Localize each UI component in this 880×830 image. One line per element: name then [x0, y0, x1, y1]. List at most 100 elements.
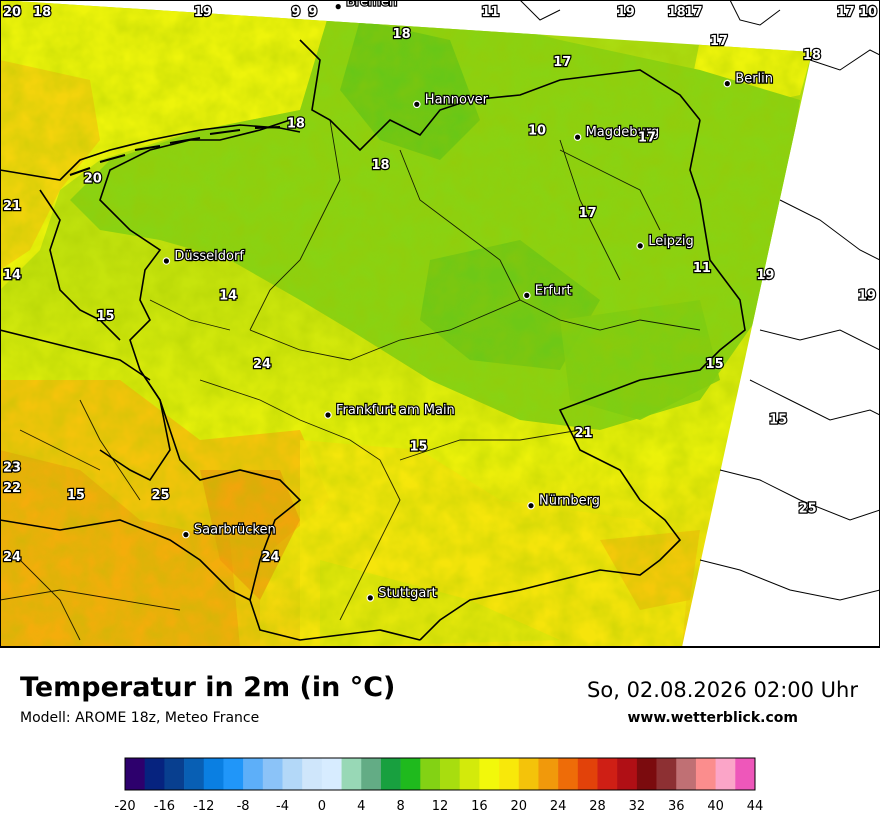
legend-tick-label: 8 [396, 799, 404, 814]
city-label: Leipzig [648, 234, 694, 249]
city-dot[interactable] [573, 133, 582, 142]
website-link[interactable]: www.wetterblick.com [627, 710, 799, 726]
temperature-value-label: 15 [96, 309, 114, 324]
temperature-value-label: 15 [769, 412, 787, 427]
temperature-value-label: 23 [3, 460, 21, 475]
temperature-value-label: 11 [693, 261, 711, 276]
city-label: Erfurt [535, 283, 572, 298]
legend-swatch [361, 758, 382, 790]
legend-swatch [223, 758, 244, 790]
city-dot[interactable] [366, 594, 375, 602]
city-label: Saarbrücken [194, 523, 276, 538]
frisian-islands [69, 126, 281, 176]
legend-tick-label: 4 [357, 799, 365, 814]
legend-tick-label: -8 [237, 799, 250, 814]
legend-swatch [440, 758, 460, 790]
legend-swatch [695, 758, 716, 790]
legend-tick-label: -16 [154, 799, 175, 814]
city-dot[interactable] [723, 79, 732, 88]
legend-swatch [656, 758, 677, 790]
city-dot[interactable] [162, 257, 171, 265]
legend-swatches [124, 757, 756, 791]
temperature-value-label: 17 [684, 5, 702, 20]
legend-swatch [420, 758, 441, 790]
city-dot[interactable] [324, 411, 332, 419]
legend-tick-label: -20 [114, 799, 135, 814]
legend-tick-label: -4 [276, 799, 289, 814]
legend-swatch [597, 758, 618, 790]
temperature-value-label: 17 [553, 55, 571, 70]
temperature-value-label: 22 [3, 481, 21, 496]
legend-tick-label: 32 [629, 799, 646, 814]
city-label: Bremen [346, 0, 397, 10]
temperature-value-label: 21 [574, 426, 592, 441]
legend-tick-label: 40 [707, 799, 724, 814]
temperature-value-label: 18 [33, 5, 51, 20]
legend-tick-label: -12 [193, 799, 214, 814]
city-dot[interactable] [522, 291, 531, 300]
temperature-value-label: 24 [3, 550, 21, 565]
legend-swatch [715, 758, 736, 790]
state-borders [0, 119, 701, 641]
temperature-value-label: 18 [668, 5, 686, 20]
legend-swatch [617, 758, 638, 790]
temperature-value-label: 9 [308, 5, 317, 20]
color-legend: -20 -16 -12 -8 -4 0 4 8 12 16 20 24 28 32 36 40 44 [114, 757, 763, 814]
legend-tick-label: 20 [511, 799, 528, 814]
legend-tick-label: 36 [668, 799, 685, 814]
legend-swatch [636, 758, 657, 790]
legend-swatch [341, 758, 362, 790]
legend-swatch [302, 758, 323, 790]
country-borders [0, 39, 746, 641]
temperature-value-label: 17 [710, 34, 728, 49]
temperature-value-label: 16 [3, 5, 21, 20]
legend-swatch [577, 758, 598, 790]
temperature-value-label: 15 [409, 440, 427, 455]
temperature-value-label: 15 [67, 488, 85, 503]
temperature-value-label: 19 [859, 5, 877, 20]
legend-swatch [518, 758, 539, 790]
temperature-value-label: 25 [151, 488, 169, 503]
temperature-value-label: 17 [837, 5, 855, 20]
city-dot[interactable] [334, 2, 343, 11]
legend-swatch [499, 758, 520, 790]
temperature-value-label: 10 [528, 124, 546, 139]
legend-tick-label: 0 [318, 799, 326, 814]
city-label: Berlin [735, 72, 773, 87]
city-label: Stuttgart [378, 586, 436, 601]
city-label: Frankfurt am Main [336, 403, 455, 418]
legend-tick-label: 12 [432, 799, 449, 814]
legend-swatch [144, 758, 165, 790]
city-dot[interactable] [182, 530, 190, 539]
temperature-value-label: 20 [3, 5, 21, 20]
temperature-value-label: 9 [291, 5, 300, 20]
temperature-value-label: 24 [253, 357, 271, 372]
map-footer: Temperatur in 2m (in °C) Modell: AROME 1… [0, 647, 880, 830]
temperature-value-label: 18 [371, 158, 389, 173]
city-label: Magdeburg [586, 125, 660, 140]
temperature-value-label: 10 [859, 5, 877, 20]
forecast-datetime: So, 02.08.2026 02:00 Uhr [587, 678, 858, 702]
temperature-value-label: 20 [84, 172, 102, 187]
temperature-value-label: 14 [3, 268, 21, 283]
city-dot[interactable] [412, 100, 421, 109]
city-markers: HamburgBremenHannoverBerlinMagdeburgDüss… [162, 0, 774, 602]
temperature-value-label: 19 [617, 5, 635, 20]
legend-tick-label: 24 [550, 799, 567, 814]
temperature-value-label: 11 [481, 5, 499, 20]
city-label: Nürnberg [539, 494, 600, 509]
legend-border [124, 757, 756, 791]
temperature-value-label: 19 [756, 268, 774, 283]
legend-ticks: -20 -16 -12 -8 -4 0 4 8 12 16 20 24 28 32 36 40 44 [114, 799, 763, 814]
temperature-map[interactable]: HamburgBremenHannoverBerlinMagdeburgDüss… [0, 0, 880, 647]
legend-swatch [676, 758, 697, 790]
temperature-value-label: 18 [393, 27, 411, 42]
legend-swatch [243, 758, 264, 790]
city-dot[interactable] [636, 242, 645, 250]
legend-swatch [459, 758, 480, 790]
city-dot[interactable] [527, 501, 535, 510]
legend-swatch [184, 758, 205, 790]
temperature-value-label: 15 [706, 357, 724, 372]
